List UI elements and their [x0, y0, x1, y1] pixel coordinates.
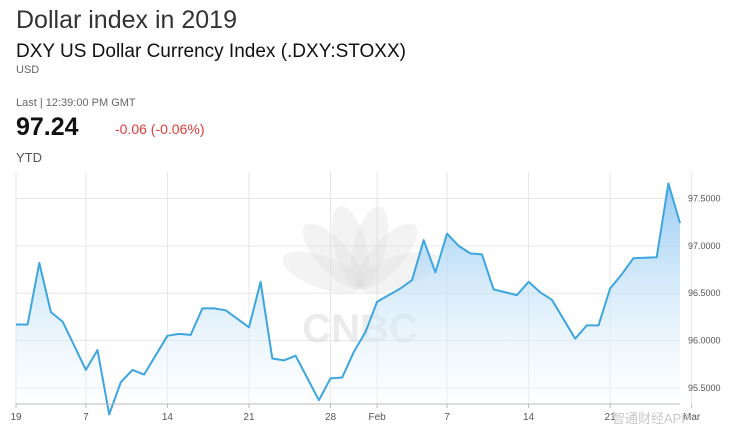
- series-fill: [16, 183, 680, 415]
- currency-label: USD: [16, 64, 40, 76]
- x-tick-label: 21: [243, 412, 255, 423]
- x-tick-label: 14: [162, 412, 174, 423]
- peacock-feather: [282, 251, 363, 294]
- price-change: -0.06 (-0.06%): [115, 121, 205, 137]
- x-tick-label: 21: [605, 412, 617, 423]
- y-tick-label: 97.5000: [688, 194, 721, 204]
- peacock-feather: [351, 206, 389, 289]
- instrument-name: DXY US Dollar Currency Index (.DXY:STOXX…: [16, 41, 406, 62]
- y-tick-label: 96.5000: [688, 288, 721, 298]
- x-tick-label: 7: [444, 412, 450, 423]
- y-tick-label: 95.5000: [688, 383, 721, 393]
- peacock-feather: [356, 223, 418, 290]
- x-tick-label: 19: [10, 412, 22, 423]
- x-tick-label: Mar: [683, 412, 701, 423]
- page-title: Dollar index in 2019: [16, 6, 237, 34]
- axes: 97.5000 97.0000 96.5000 96.0000 95.5000 19 7 14…: [10, 194, 721, 423]
- price-chart: CNBC 97.500097.000096.500096.000095.5000…: [10, 172, 721, 423]
- period-label: YTD: [16, 150, 42, 165]
- app-watermark: 智通财经APP: [612, 411, 691, 426]
- x-tick-label: Feb: [369, 412, 387, 423]
- x-tick-label: 14: [523, 412, 535, 423]
- x-tick-label: 28: [325, 412, 337, 423]
- last-price: 97.24: [16, 113, 79, 141]
- y-tick-label: 97.0000: [688, 241, 721, 251]
- peacock-feather: [331, 206, 369, 289]
- series-line: [16, 182, 681, 416]
- x-tick-label: 7: [83, 412, 89, 423]
- peacock-feather: [302, 223, 364, 290]
- last-update-time: Last | 12:39:00 PM GMT: [16, 97, 136, 109]
- series-area: [16, 182, 681, 416]
- y-tick-label: 96.0000: [688, 336, 721, 346]
